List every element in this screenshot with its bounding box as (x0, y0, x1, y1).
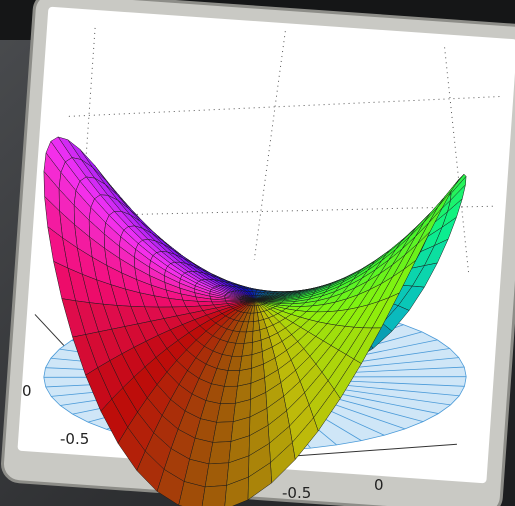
surface-patch (204, 462, 230, 488)
surface-patch (239, 354, 253, 371)
grid-line (68, 95, 502, 117)
tick-label: -0.5 (60, 430, 89, 448)
grid-line (444, 47, 470, 275)
tick-label: 0 (374, 476, 384, 494)
surface-patch (201, 485, 227, 506)
saddle-surface (43, 136, 467, 506)
grid-line (253, 31, 286, 260)
surface-patch (252, 320, 261, 332)
surface-patch (208, 441, 232, 465)
tick-label: 0 (22, 382, 32, 400)
surface-patch (247, 462, 272, 501)
surface-patch (253, 312, 259, 322)
grid-line (61, 205, 494, 217)
tick-label: -0.5 (282, 484, 311, 502)
